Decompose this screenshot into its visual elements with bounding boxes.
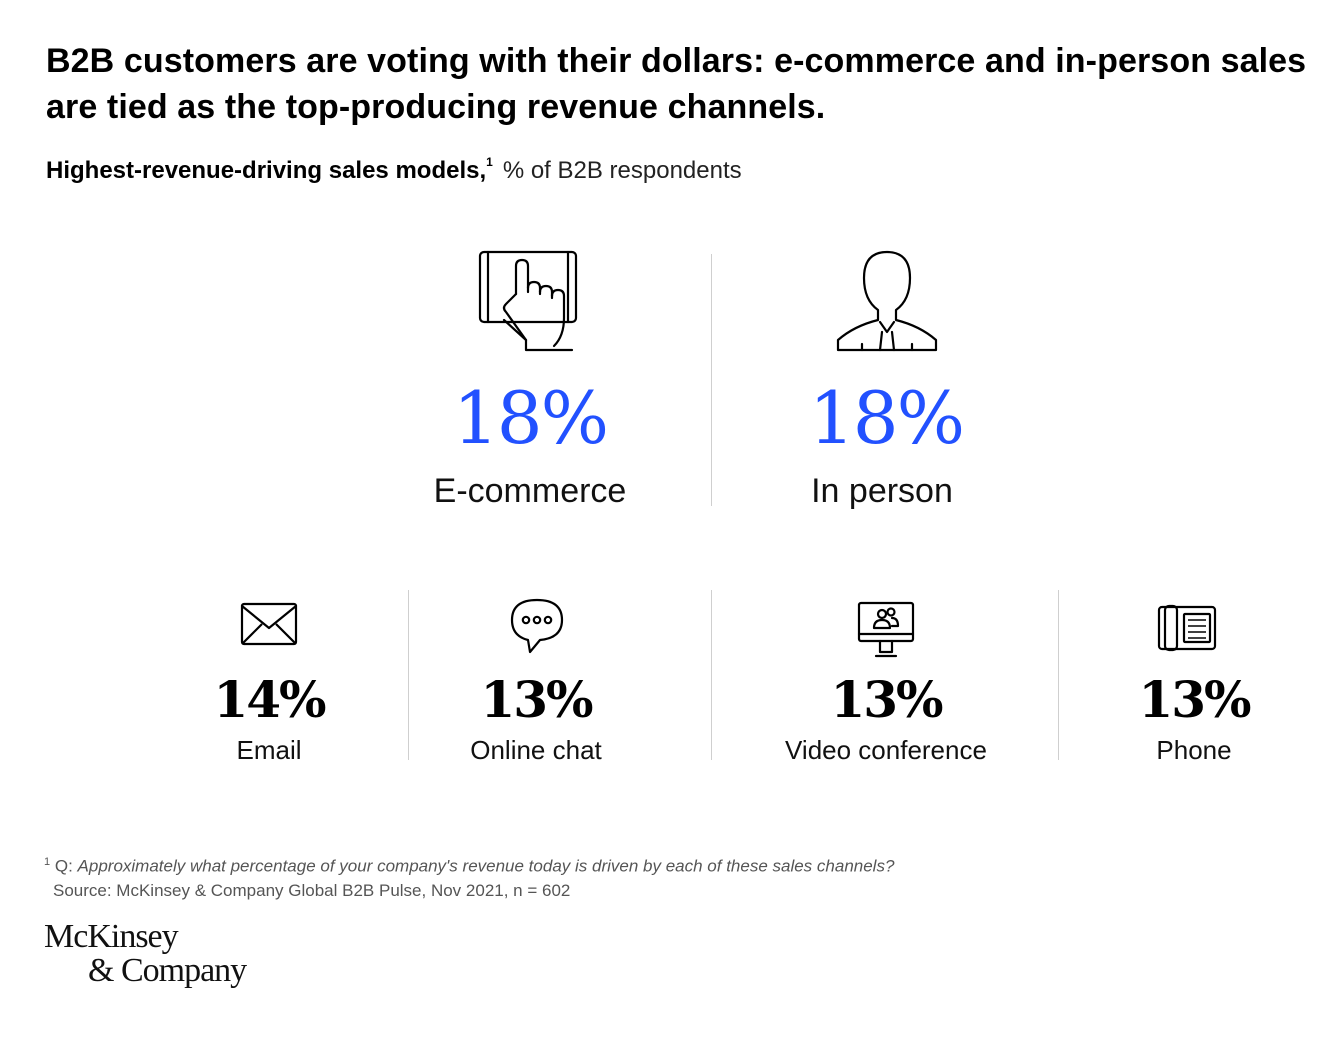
value-online-chat: 13%	[480, 670, 593, 729]
label-in-person: In person	[811, 472, 953, 510]
footnote-mark: 1	[44, 856, 51, 868]
subtitle-label: Highest-revenue-driving sales models,	[46, 157, 487, 184]
footnote-question-line: 1 Q: Approximately what percentage of yo…	[44, 850, 894, 879]
tablet-touch-icon	[476, 248, 586, 353]
person-icon	[834, 248, 940, 354]
value-e-commerce: 18%	[452, 376, 609, 460]
divider-bottom-1	[408, 590, 409, 760]
video-conference-icon	[856, 600, 916, 658]
logo-line-1: McKinsey	[44, 918, 179, 955]
label-online-chat: Online chat	[470, 735, 602, 765]
footnote-source: Source: McKinsey & Company Global B2B Pu…	[53, 880, 571, 900]
footnote: 1 Q: Approximately what percentage of yo…	[44, 850, 894, 903]
footnote-question: Approximately what percentage of your co…	[77, 856, 895, 876]
chart-title: B2B customers are voting with their doll…	[46, 42, 1307, 126]
logo-line-2: & Company	[88, 952, 247, 989]
footnote-prefix: Q:	[54, 856, 78, 876]
label-email: Email	[236, 735, 302, 765]
subtitle-unit: % of B2B respondents	[502, 157, 742, 184]
divider-bottom-2	[711, 590, 712, 760]
value-in-person: 18%	[808, 376, 965, 460]
divider-bottom-3	[1058, 590, 1059, 760]
chart-subtitle: Highest-revenue-driving sales models,1 % …	[46, 155, 742, 185]
divider-top	[711, 254, 712, 506]
subtitle-footnote-mark: 1	[486, 155, 493, 169]
value-phone: 13%	[1138, 670, 1251, 729]
label-e-commerce: E-commerce	[433, 472, 627, 510]
value-email: 14%	[213, 670, 326, 729]
label-phone: Phone	[1156, 735, 1232, 765]
label-video-conference: Video conference	[785, 735, 987, 765]
mckinsey-logo: McKinsey & Company	[44, 918, 247, 989]
phone-icon	[1156, 604, 1218, 652]
value-video-conference: 13%	[830, 670, 943, 729]
chat-bubble-icon	[508, 596, 566, 654]
envelope-icon	[240, 602, 298, 646]
